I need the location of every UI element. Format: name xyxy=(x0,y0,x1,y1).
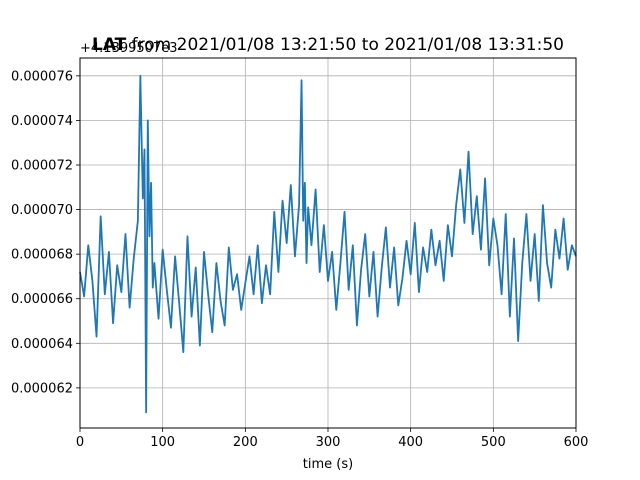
y-tick-label: 0.000064 xyxy=(11,337,73,352)
x-tick-label: 300 xyxy=(316,435,341,450)
x-axis-label: time (s) xyxy=(303,457,353,472)
x-tick-label: 600 xyxy=(564,435,589,450)
chart-title-bold: LAT xyxy=(92,35,127,55)
y-tick-label: 0.000072 xyxy=(11,158,73,173)
y-tick-label: 0.000068 xyxy=(11,248,73,263)
x-tick-label: 0 xyxy=(76,435,84,450)
series-line xyxy=(79,74,577,414)
y-tick-label: 0.000070 xyxy=(11,203,73,218)
x-axis: 0 100 200 300 400 500 600 xyxy=(76,428,589,450)
x-tick-label: 500 xyxy=(481,435,506,450)
y-tick-label: 0.000074 xyxy=(11,114,73,129)
x-tick-label: 400 xyxy=(398,435,423,450)
y-tick-label: 0.000076 xyxy=(11,69,73,84)
y-tick-label: 0.000062 xyxy=(11,381,73,396)
y-axis: 0.000062 0.000064 0.000066 0.000068 0.000070… xyxy=(11,69,80,396)
series-layer xyxy=(79,74,577,414)
x-tick-label: 200 xyxy=(233,435,258,450)
chart-title-rest: from 2021/01/08 13:21:50 to 2021/01/08 1… xyxy=(126,35,564,55)
x-tick-label: 100 xyxy=(150,435,175,450)
y-tick-label: 0.000066 xyxy=(11,292,73,307)
chart-title: LAT from 2021/01/08 13:21:50 to 2021/01/… xyxy=(92,35,564,55)
y-offset-label: +4.1399507e3 xyxy=(80,41,177,56)
